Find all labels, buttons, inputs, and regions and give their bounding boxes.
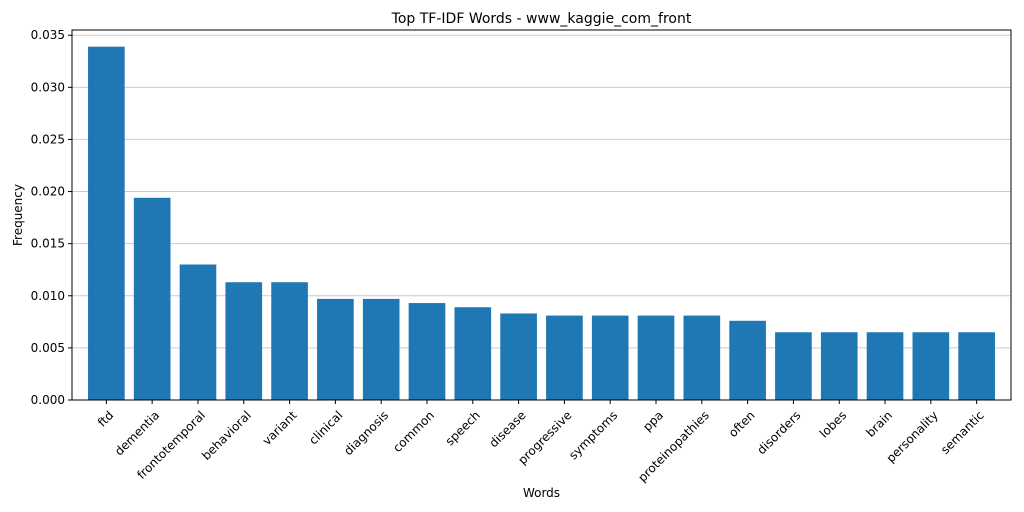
bar-disorders [775,332,812,400]
x-tick-label-clinical: clinical [306,408,345,447]
x-axis-label: Words [523,486,560,500]
y-tick-label: 0.020 [31,185,65,199]
bar-often [729,320,766,400]
bar-personality [912,332,950,400]
bar-lobes [820,332,858,400]
bar-speech [454,307,492,400]
plot-frame [71,29,1012,401]
y-tick-label: 0.025 [31,132,65,146]
y-tick-label: 0.005 [31,341,65,355]
x-tick-label-disorders: disorders [754,408,803,457]
x-tick-label-symptoms: symptoms [566,408,620,462]
x-tick-label-often: often [726,408,758,440]
x-tick-label-semantic: semantic [938,408,987,457]
x-tick-label-common: common [390,408,437,455]
x-tick-label-variant: variant [260,408,300,448]
bar-frontotemporal [179,264,217,400]
bar-dementia [133,197,171,400]
bar-proteinopathies [683,315,721,400]
x-tick-label-disease: disease [487,408,529,450]
y-tick-label: 0.010 [31,289,65,303]
bar-ftd [88,46,125,400]
x-tick-label-ftd: ftd [95,408,116,429]
x-tick-label-speech: speech [443,408,483,448]
y-tick-label: 0.015 [31,237,65,251]
bar-clinical [317,298,354,400]
x-tick-label-behavioral: behavioral [199,408,254,463]
bar-brain [866,332,904,400]
y-axis-label: Frequency [11,184,25,246]
y-tick-label: 0.030 [31,80,65,94]
y-tick-label: 0.035 [31,28,65,42]
bar-progressive [546,315,583,400]
y-tick-label: 0.000 [31,393,65,407]
bar-ppa [637,315,675,400]
bar-symptoms [591,315,629,400]
bar-diagnosis [362,298,400,400]
bar-semantic [958,332,995,400]
bar-behavioral [225,282,263,400]
x-tick-label-lobes: lobes [817,408,849,440]
bars [88,46,995,400]
x-tick-label-ppa: ppa [640,408,666,434]
bar-common [408,303,446,400]
x-tick-label-diagnosis: diagnosis [341,408,391,458]
chart-title: Top TF-IDF Words - www_kaggie_com_front [391,11,692,27]
bar-variant [271,282,308,400]
x-tick-label-brain: brain [863,408,895,440]
bar-disease [500,313,537,400]
y-axis-ticks: 0.000 0.005 0.010 0.015 0.020 0.025 0.030 0.035 [31,28,72,407]
